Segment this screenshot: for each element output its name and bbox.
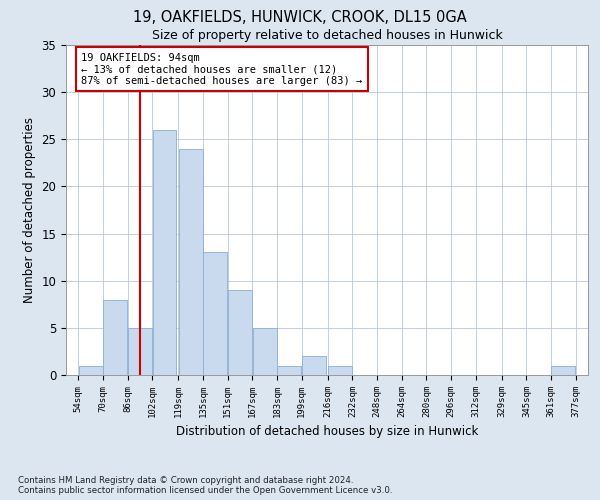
- Bar: [103, 300, 127, 375]
- Bar: [179, 148, 203, 375]
- Bar: [302, 356, 326, 375]
- Bar: [328, 366, 352, 375]
- Bar: [128, 328, 152, 375]
- Bar: [253, 328, 277, 375]
- Bar: [203, 252, 227, 375]
- Bar: [277, 366, 301, 375]
- Bar: [551, 366, 575, 375]
- Bar: [79, 366, 103, 375]
- Text: 19, OAKFIELDS, HUNWICK, CROOK, DL15 0GA: 19, OAKFIELDS, HUNWICK, CROOK, DL15 0GA: [133, 10, 467, 25]
- Bar: [152, 130, 176, 375]
- Title: Size of property relative to detached houses in Hunwick: Size of property relative to detached ho…: [152, 30, 502, 43]
- Text: 19 OAKFIELDS: 94sqm
← 13% of detached houses are smaller (12)
87% of semi-detach: 19 OAKFIELDS: 94sqm ← 13% of detached ho…: [82, 52, 362, 86]
- Bar: [228, 290, 252, 375]
- Text: Contains HM Land Registry data © Crown copyright and database right 2024.
Contai: Contains HM Land Registry data © Crown c…: [18, 476, 392, 495]
- Y-axis label: Number of detached properties: Number of detached properties: [23, 117, 36, 303]
- X-axis label: Distribution of detached houses by size in Hunwick: Distribution of detached houses by size …: [176, 426, 478, 438]
